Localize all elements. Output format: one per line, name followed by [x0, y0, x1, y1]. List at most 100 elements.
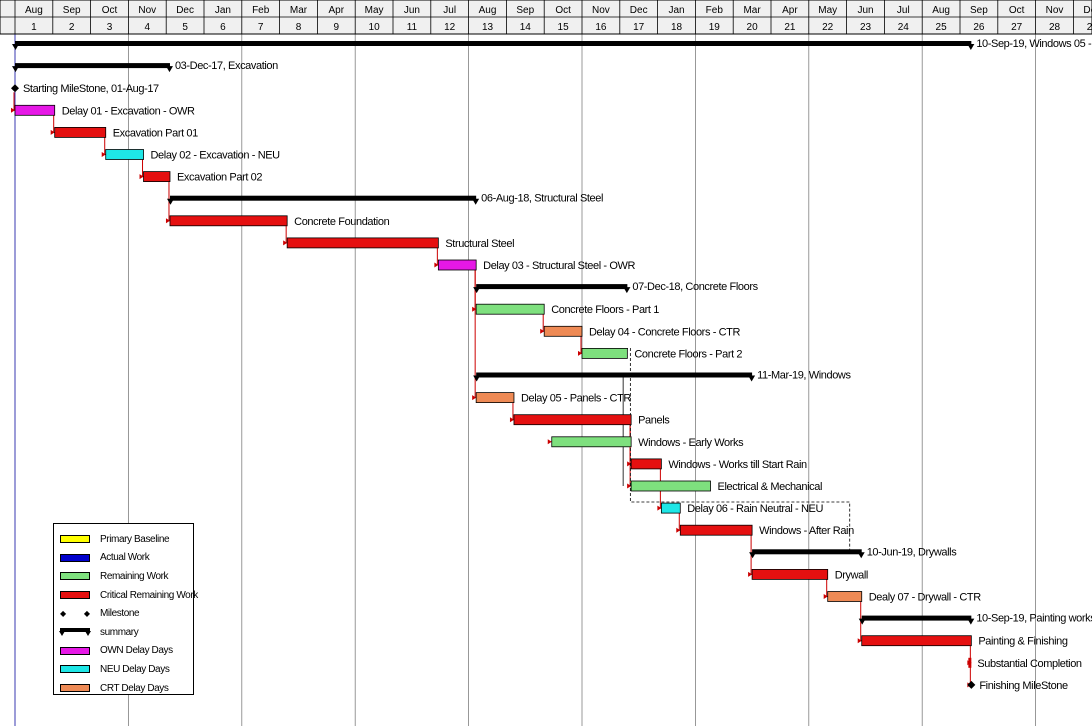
task-bar [105, 149, 144, 160]
summary-label: 10-Sep-19, Painting works [976, 613, 1092, 625]
legend-item: Critical Remaining Work [60, 586, 198, 605]
task-bar [630, 458, 662, 470]
task-bar [581, 347, 628, 359]
task-bar [475, 303, 545, 315]
month-label: Sep [63, 5, 81, 16]
summary-cap-end [967, 44, 975, 50]
month-number-label: 2 [69, 22, 75, 33]
task-label: Concrete Foundation [294, 216, 389, 228]
month-number-label: 3 [107, 22, 113, 33]
task-label: Concrete Floors - Part 1 [551, 304, 659, 316]
month-label: Feb [706, 5, 724, 16]
task-bar [543, 325, 583, 337]
dependency-arrow [472, 395, 477, 401]
task-label: Windows - Early Works [638, 437, 744, 449]
summary-bar [15, 41, 972, 46]
legend-swatch [60, 591, 90, 600]
task-bar [660, 502, 681, 514]
summary-label: 07-Dec-18, Concrete Floors [632, 281, 758, 293]
month-number-label: 23 [860, 22, 872, 33]
month-label: Jan [668, 5, 684, 16]
month-label: Feb [252, 5, 270, 16]
legend-item: Remaining Work [60, 567, 193, 586]
summary-cap-start [473, 287, 481, 294]
month-label: Dec [176, 5, 194, 16]
task-bars: 10-Sep-19, Windows 05 - Th 03-Dec-17, Exc… [11, 38, 1092, 692]
milestone-marker [11, 84, 19, 93]
month-number-label: 14 [520, 22, 532, 33]
dependency-arrow [165, 218, 170, 224]
month-number-label: 20 [747, 22, 759, 33]
summary-label: 11-Mar-19, Windows [757, 370, 851, 382]
month-number-label: 22 [822, 22, 834, 33]
month-number-label: 9 [334, 22, 340, 33]
month-number-label: 29 [1087, 22, 1092, 33]
dependency-arrow [857, 638, 862, 644]
legend-label: NEU Delay Days [100, 663, 170, 675]
month-number-label: 13 [482, 22, 494, 33]
task-bar [169, 215, 288, 227]
task-label: Panels [638, 415, 670, 427]
task-label: Excavation Part 02 [177, 172, 262, 184]
task-label: Concrete Floors - Part 2 [634, 348, 742, 360]
legend-label: Critical Remaining Work [100, 589, 198, 601]
month-number-label: 28 [1049, 22, 1061, 33]
month-label: May [818, 5, 837, 16]
summary-label: 03-Dec-17, Excavation [175, 60, 278, 72]
milestone-label: Finishing MileStone [979, 680, 1068, 692]
legend-label: Milestone [100, 608, 140, 620]
dependency-arrow [578, 350, 582, 356]
summary-cap-end [967, 618, 975, 625]
task-bar [437, 259, 477, 271]
month-number-label: 17 [633, 22, 645, 33]
dependency-arrow [547, 439, 552, 445]
milestone-legend-icon: ◆ ◆ [60, 608, 90, 618]
task-bar [143, 171, 171, 183]
summary-bar [169, 195, 477, 201]
dependency-arrow [283, 240, 288, 246]
month-number-label: 6 [220, 22, 226, 33]
month-label: Aug [479, 5, 497, 16]
summary-cap-start [473, 375, 481, 382]
summary-label: 10-Jun-19, Drywalls [867, 546, 958, 558]
month-label: Apr [329, 5, 345, 16]
legend-item: Actual Work [60, 549, 193, 568]
dependency-arrow [434, 262, 439, 268]
dependency-arrow [11, 107, 15, 113]
legend-label: Actual Work [100, 552, 150, 564]
task-bar [475, 392, 515, 404]
completion-marker [968, 657, 972, 668]
legend-label: Remaining Work [100, 570, 169, 582]
month-label: Dec [630, 5, 648, 16]
milestone-label: Starting MileStone, 01-Aug-17 [23, 83, 159, 95]
dependency-arrow [472, 306, 477, 312]
timescale-header: Aug 1 Sep 2 Oct 3 Nov 4 Dec 5 Jan 6 Feb 7 Mar 8 Apr 9 May 1… [0, 0, 1092, 35]
legend-label: summary [100, 626, 139, 638]
task-label: Delay 01 - Excavation - OWR [62, 105, 195, 117]
task-label: Delay 04 - Concrete Floors - CTR [589, 326, 740, 338]
month-number-label: 4 [145, 22, 151, 33]
legend-swatch [60, 646, 90, 655]
month-number-label: 16 [595, 22, 607, 33]
task-bar [751, 569, 829, 580]
month-label: Mar [290, 5, 308, 16]
month-number-label: 26 [973, 22, 985, 33]
summary-cap-end [748, 375, 756, 382]
legend-label: OWN Delay Days [100, 645, 173, 657]
month-number-label: 21 [784, 22, 796, 33]
month-number-label: 1 [31, 22, 37, 33]
month-label: Nov [138, 5, 156, 16]
month-label: Oct [555, 5, 571, 16]
dependency-arrow [676, 527, 681, 533]
month-label: Nov [1046, 5, 1064, 16]
month-number-label: 11 [407, 22, 418, 33]
legend-swatch [60, 665, 90, 674]
task-label: Dealy 07 - Drywall - CTR [869, 592, 981, 604]
month-label: Jan [215, 5, 231, 16]
summary-legend-icon [59, 627, 91, 637]
task-bar [861, 635, 972, 647]
month-number-label: 7 [258, 22, 264, 33]
month-label: Aug [25, 5, 43, 16]
month-label: Dec [1083, 5, 1092, 16]
summary-cap-start [12, 44, 19, 50]
